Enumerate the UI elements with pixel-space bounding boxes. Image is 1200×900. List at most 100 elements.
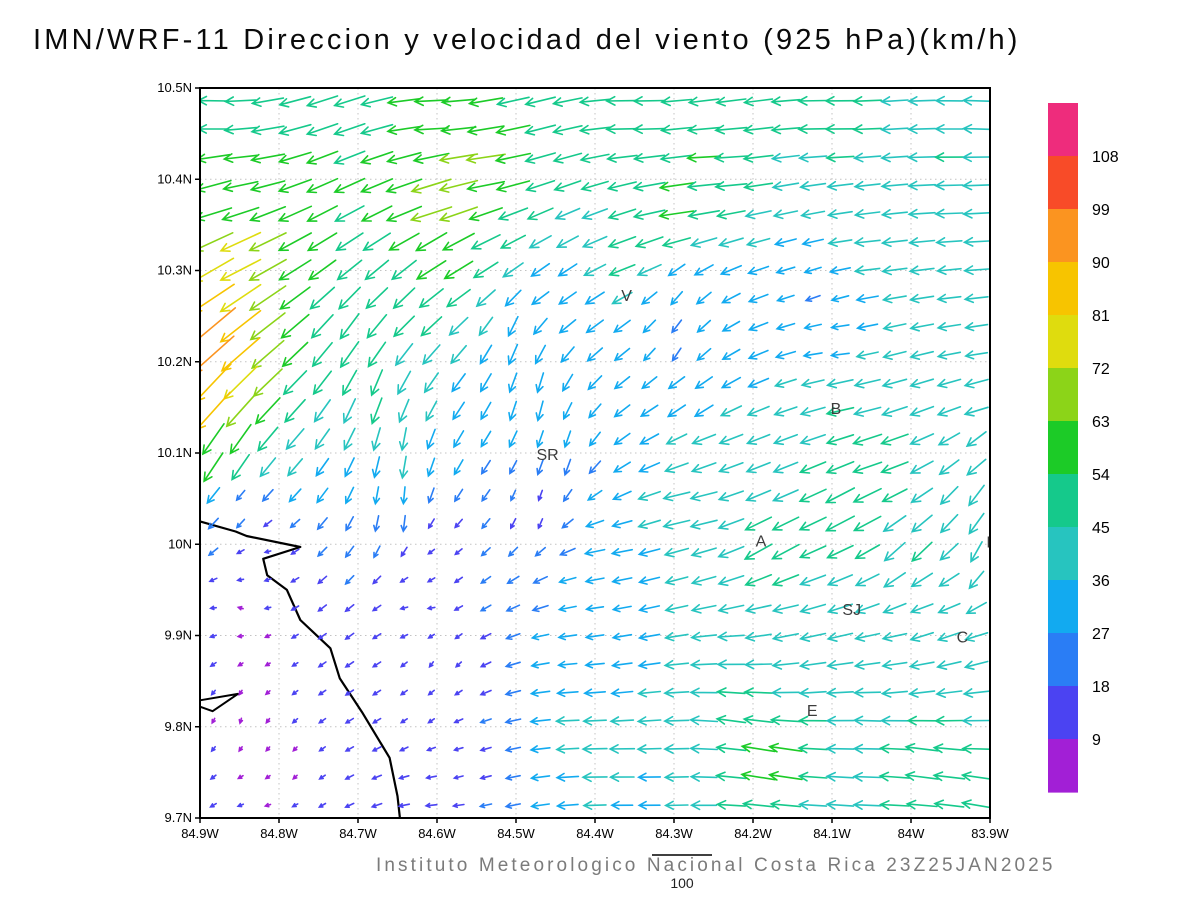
wind-arrow [472,261,499,279]
wind-arrow [909,460,934,474]
wind-arrow [443,260,474,280]
wind-arrow [774,350,797,360]
wind-arrow [586,489,603,501]
wind-arrow [608,264,636,277]
wind-arrow [718,433,744,446]
wind-arrow [507,343,519,366]
wind-arrow [344,574,355,586]
wind-arrow [508,372,518,394]
wind-arrow [427,518,435,530]
wind-arrow [689,491,718,502]
wind-arrow [561,373,574,393]
wind-arrow [259,457,277,478]
wind-arrow [689,743,718,754]
wind-arrow [250,339,285,370]
wind-arrow [412,152,450,164]
wind-arrow [279,286,311,310]
wind-arrow [742,96,774,107]
wind-arrow [534,344,547,365]
wind-arrow [740,770,776,781]
wind-arrow [504,661,521,669]
wind-arrow [746,405,770,417]
wind-arrow [747,293,769,304]
wind-arrow [551,125,583,136]
wind-arrow [771,574,800,587]
wind-arrow [263,549,272,554]
wind-arrow [201,391,231,429]
wind-arrow [797,799,828,810]
wind-arrow [440,96,476,107]
wind-arrow [855,350,879,360]
wind-arrow [344,632,355,641]
wind-arrow [607,236,637,249]
wind-arrow [934,124,964,134]
wind-arrow [509,459,518,475]
wind-arrow [399,605,409,611]
wind-arrow [278,95,312,108]
wind-arrow [399,689,408,696]
wind-arrow [426,428,436,451]
wind-arrow [935,688,963,698]
wind-arrow [689,800,718,811]
wind-arrow [342,369,358,397]
wind-arrow [263,605,272,611]
wind-arrows [201,95,989,811]
wind-arrow [221,180,259,193]
chart-title: IMN/WRF-11 Direccion y velocidad del vie… [33,24,1021,56]
city-label: B [831,401,842,418]
wind-arrow [935,265,962,276]
wind-arrow [611,291,633,305]
wind-arrow [852,743,882,754]
wind-arrow [317,802,327,808]
wind-arrow [582,800,607,810]
wind-arrow [687,209,720,220]
wind-arrow [398,746,409,752]
wind-arrow [936,293,962,304]
wind-arrow [611,490,632,501]
wind-arrow [479,689,492,696]
colorbar-segment [1048,315,1078,369]
wind-arrow [824,95,856,106]
wind-arrow [562,488,573,503]
wind-arrow [238,689,244,697]
wind-arrow [721,320,741,332]
wind-arrow [315,457,330,478]
wind-arrow [359,151,394,165]
wind-arrow [637,632,661,642]
wind-arrow [963,660,989,670]
wind-arrow [562,402,573,421]
wind-arrow [220,337,261,372]
wind-arrow [663,744,690,754]
wind-arrow [775,294,795,303]
wind-arrow [453,718,464,724]
wind-arrow [526,207,554,221]
wind-arrow [963,322,989,332]
wind-arrow [584,576,605,585]
wind-arrow [769,715,801,726]
wind-arrow [479,344,493,365]
wind-arrow [608,772,635,782]
wind-arrow [277,151,312,165]
wind-arrow [853,237,881,248]
x-tick-label: 84.2W [734,826,772,841]
wind-arrow [797,124,828,134]
wind-arrow [208,577,218,583]
wind-arrow [584,519,605,529]
wind-arrow [248,258,287,281]
wind-arrow [537,518,544,530]
wind-arrow [386,125,422,136]
wind-arrow [225,394,256,428]
wind-arrow [714,181,748,191]
wind-arrow [222,153,258,163]
wind-arrow [770,152,800,163]
wind-arrow [264,661,271,667]
wind-arrow [453,488,464,503]
wind-arrow [278,259,312,281]
wind-arrow [371,633,382,640]
wind-arrow [370,369,384,397]
wind-arrow [201,335,235,372]
wind-arrow [201,423,225,456]
wind-arrow [510,489,517,502]
wind-arrow [826,660,854,670]
wind-arrow [250,97,285,107]
